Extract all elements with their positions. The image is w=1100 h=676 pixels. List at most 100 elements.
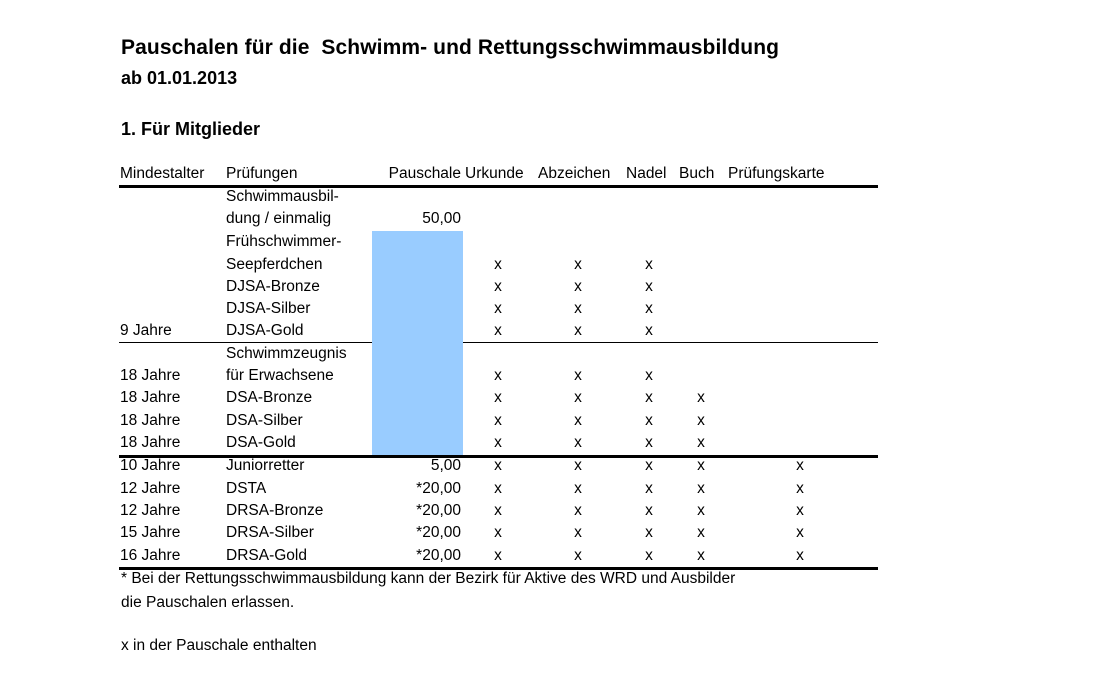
cell-badge: x: [574, 300, 582, 317]
cell-book: x: [697, 524, 705, 541]
cell-certificate: x: [494, 502, 502, 519]
cell-book: x: [697, 412, 705, 429]
cell-badge: x: [574, 434, 582, 451]
cell-book: x: [697, 389, 705, 406]
cell-pin: x: [645, 300, 653, 317]
cell-pin: x: [645, 412, 653, 429]
cell-card: x: [796, 524, 804, 541]
header-pin: Nadel: [626, 165, 667, 182]
header-age: Mindestalter: [120, 165, 205, 182]
cell-card: x: [796, 502, 804, 519]
cell-badge: x: [574, 457, 582, 474]
cell-pin: x: [645, 434, 653, 451]
cell-book: x: [697, 434, 705, 451]
cell-exam: DSA-Silber: [226, 412, 303, 429]
cell-pin: x: [645, 547, 653, 564]
cell-age: 16 Jahre: [120, 547, 181, 564]
cell-card: x: [796, 457, 804, 474]
cell-badge: x: [574, 547, 582, 564]
cell-card: x: [796, 547, 804, 564]
cell-fee: *20,00: [416, 480, 461, 497]
cell-pin: x: [645, 367, 653, 384]
cell-certificate: x: [494, 300, 502, 317]
cell-exam: DJSA-Bronze: [226, 278, 320, 295]
cell-badge: x: [574, 389, 582, 406]
cell-exam: DSA-Bronze: [226, 389, 313, 406]
cell-certificate: x: [494, 547, 502, 564]
cell-exam: DJSA-Silber: [226, 300, 311, 317]
cell-fee: *20,00: [416, 524, 461, 541]
cell-certificate: x: [494, 524, 502, 541]
cell-book: x: [697, 547, 705, 564]
cell-certificate: x: [494, 278, 502, 295]
cell-badge: x: [574, 524, 582, 541]
header-card: Prüfungskarte: [728, 165, 825, 182]
header-badge: Abzeichen: [538, 165, 611, 182]
cell-fee: *20,00: [416, 547, 461, 564]
header-exam: Prüfungen: [226, 165, 298, 182]
cell-certificate: x: [494, 322, 502, 339]
cell-exam: Juniorretter: [226, 457, 305, 474]
cell-pin: x: [645, 502, 653, 519]
cell-pin: x: [645, 457, 653, 474]
header-book: Buch: [679, 165, 715, 182]
cell-book: x: [697, 480, 705, 497]
cell-age: 18 Jahre: [120, 412, 181, 429]
legend-note: x in der Pauschale enthalten: [121, 637, 317, 654]
cell-certificate: x: [494, 412, 502, 429]
cell-age: 12 Jahre: [120, 480, 181, 497]
cell-pin: x: [645, 256, 653, 273]
cell-pin: x: [645, 322, 653, 339]
cell-certificate: x: [494, 480, 502, 497]
cell-age: 15 Jahre: [120, 524, 181, 541]
header-certificate: Urkunde: [465, 165, 524, 182]
cell-certificate: x: [494, 367, 502, 384]
cell-age: 10 Jahre: [120, 457, 181, 474]
cell-pin: x: [645, 389, 653, 406]
footnote-line-2: die Pauschalen erlassen.: [121, 594, 295, 611]
cell-certificate: x: [494, 434, 502, 451]
cell-exam: DRSA-Gold: [226, 547, 307, 564]
cell-exam: DRSA-Bronze: [226, 502, 324, 519]
cell-badge: x: [574, 322, 582, 339]
footnote-line-1: * Bei der Rettungsschwimmausbildung kann…: [121, 570, 736, 587]
cell-badge: x: [574, 412, 582, 429]
cell-badge: x: [574, 278, 582, 295]
cell-fee: 5,00: [430, 457, 461, 474]
section-divider: [119, 455, 878, 458]
cell-age: 9 Jahre: [120, 322, 172, 339]
fee-highlight-block: [372, 231, 463, 455]
group-divider: [119, 342, 878, 343]
cell-badge: x: [574, 367, 582, 384]
cell-exam: dung / einmalig: [226, 210, 332, 227]
cell-pin: x: [645, 524, 653, 541]
cell-age: 18 Jahre: [120, 367, 181, 384]
cell-fee: 50,00: [422, 210, 461, 227]
cell-card: x: [796, 480, 804, 497]
header-fee: Pauschale: [388, 165, 461, 182]
cell-exam: DSA-Gold: [226, 434, 296, 451]
cell-exam: DJSA-Gold: [226, 322, 304, 339]
cell-book: x: [697, 502, 705, 519]
cell-certificate: x: [494, 256, 502, 273]
cell-pin: x: [645, 480, 653, 497]
cell-pin: x: [645, 278, 653, 295]
cell-book: x: [697, 457, 705, 474]
cell-badge: x: [574, 480, 582, 497]
cell-exam: Seepferdchen: [226, 256, 323, 273]
cell-exam: Schwimmausbil-: [226, 188, 339, 205]
page-subtitle: ab 01.01.2013: [121, 68, 238, 88]
cell-certificate: x: [494, 457, 502, 474]
header-rule: [119, 185, 878, 188]
cell-age: 18 Jahre: [120, 389, 181, 406]
cell-badge: x: [574, 502, 582, 519]
cell-fee: *20,00: [416, 502, 461, 519]
cell-certificate: x: [494, 389, 502, 406]
section-title: 1. Für Mitglieder: [121, 119, 261, 139]
cell-exam: DRSA-Silber: [226, 524, 314, 541]
cell-exam: für Erwachsene: [226, 367, 334, 384]
cell-exam: Schwimmzeugnis: [226, 345, 347, 362]
cell-exam: Frühschwimmer-: [226, 233, 342, 250]
cell-age: 18 Jahre: [120, 434, 181, 451]
cell-badge: x: [574, 256, 582, 273]
